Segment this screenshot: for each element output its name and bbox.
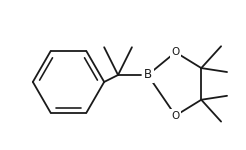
Text: B: B [144,69,152,81]
Text: O: O [171,111,180,121]
Text: O: O [171,47,180,57]
